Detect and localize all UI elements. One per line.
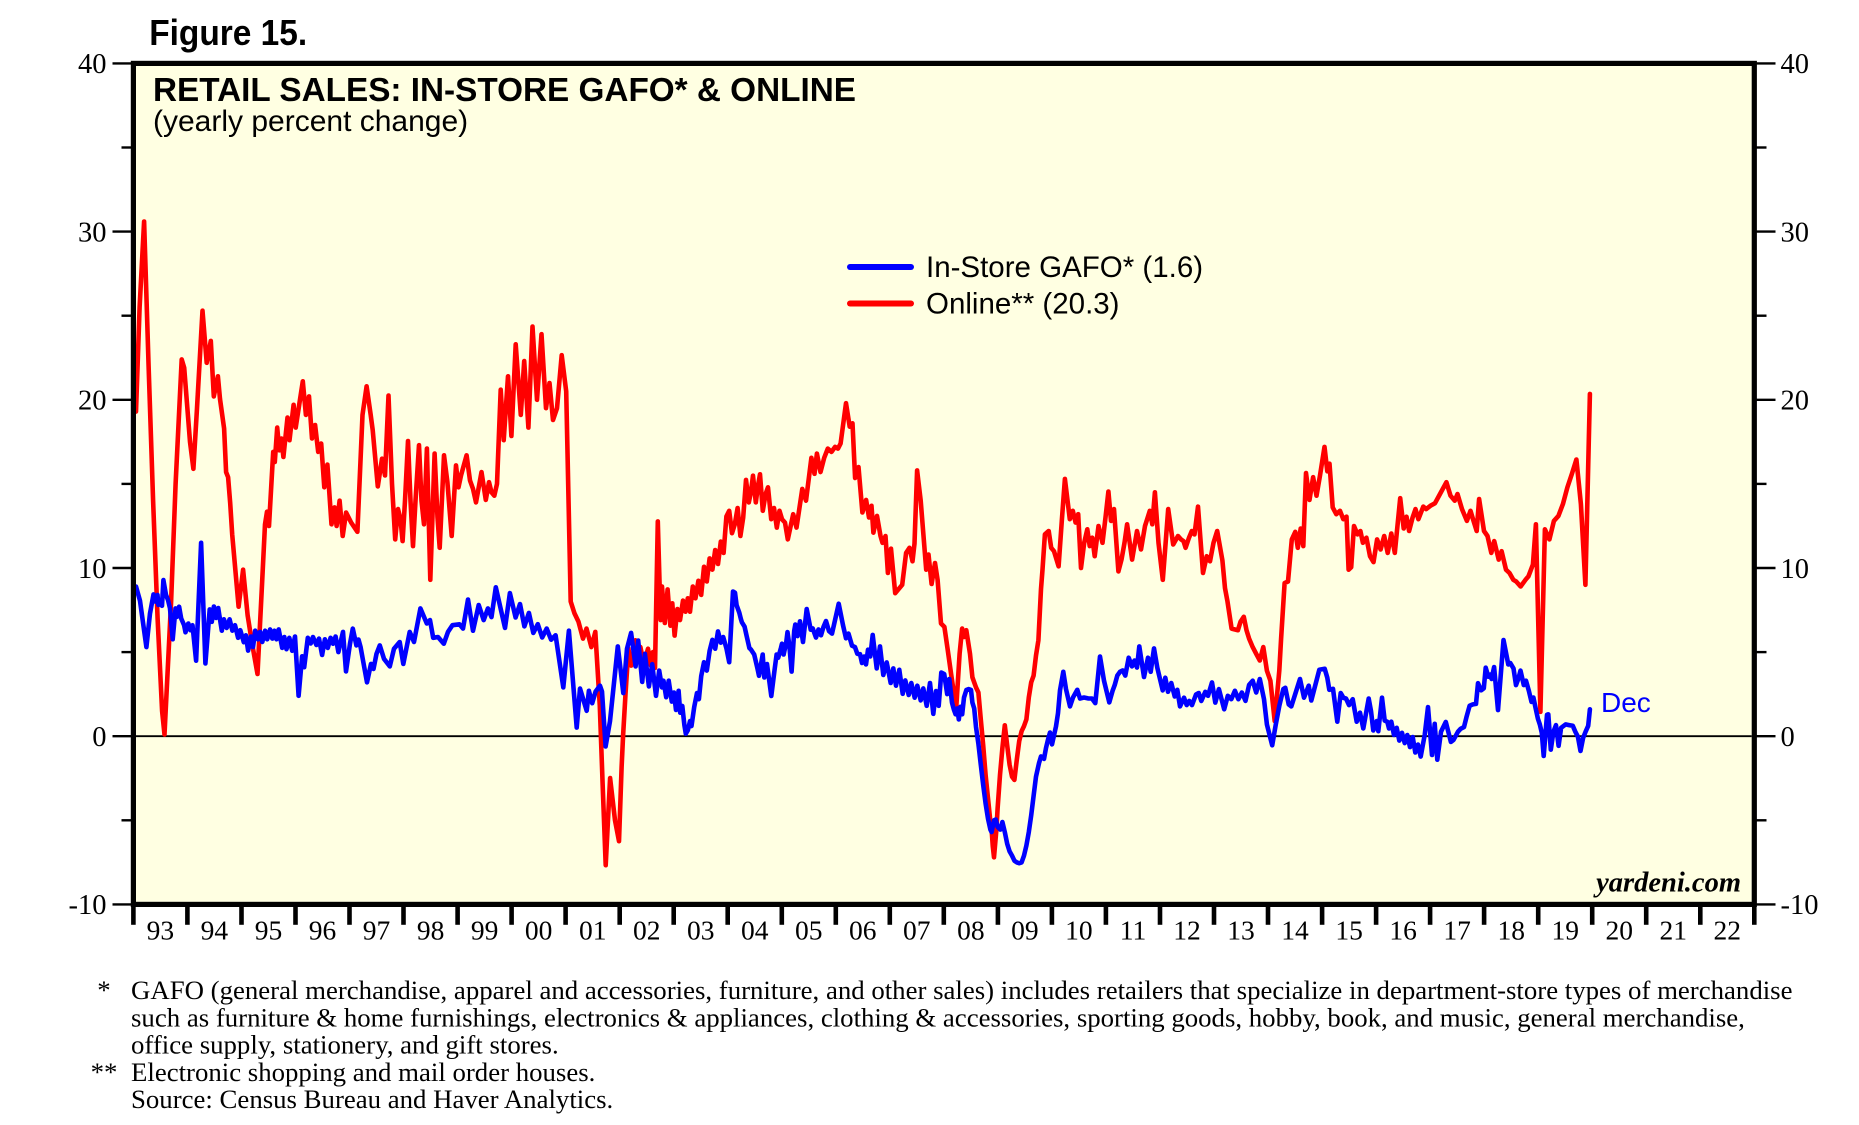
svg-text:Figure 15.: Figure 15.: [149, 12, 307, 53]
svg-text:10: 10: [1065, 915, 1093, 946]
svg-text:02: 02: [633, 915, 661, 946]
svg-text:10: 10: [78, 554, 107, 585]
svg-text:Electronic shopping and mail o: Electronic shopping and mail order house…: [131, 1057, 595, 1087]
svg-text:Source: Census Bureau and Have: Source: Census Bureau and Haver Analytic…: [131, 1084, 613, 1114]
svg-text:11: 11: [1120, 915, 1146, 946]
svg-text:In-Store GAFO* (1.6): In-Store GAFO* (1.6): [926, 251, 1203, 284]
svg-text:22: 22: [1714, 915, 1742, 946]
svg-text:00: 00: [525, 915, 553, 946]
svg-text:office supply, stationery, and: office supply, stationery, and gift stor…: [131, 1030, 559, 1060]
svg-text:20: 20: [1781, 386, 1810, 417]
svg-text:04: 04: [741, 915, 769, 946]
svg-text:GAFO (general merchandise, app: GAFO (general merchandise, apparel and a…: [131, 975, 1793, 1005]
svg-text:14: 14: [1281, 915, 1309, 946]
svg-text:95: 95: [255, 915, 283, 946]
svg-text:0: 0: [1781, 722, 1795, 753]
svg-text:93: 93: [147, 915, 175, 946]
svg-text:19: 19: [1551, 915, 1579, 946]
svg-text:20: 20: [1605, 915, 1633, 946]
svg-text:40: 40: [1781, 49, 1810, 80]
svg-text:09: 09: [1011, 915, 1039, 946]
svg-text:30: 30: [78, 217, 107, 248]
svg-text:40: 40: [78, 49, 107, 80]
svg-text:0: 0: [92, 722, 106, 753]
svg-text:99: 99: [471, 915, 499, 946]
svg-text:17: 17: [1443, 915, 1471, 946]
svg-text:Online** (20.3): Online** (20.3): [926, 288, 1120, 321]
svg-text:**: **: [91, 1057, 118, 1087]
svg-text:such as furniture & home furni: such as furniture & home furnishings, el…: [131, 1002, 1745, 1032]
svg-text:97: 97: [363, 915, 391, 946]
svg-text:Dec: Dec: [1601, 687, 1651, 718]
svg-text:-10: -10: [1781, 890, 1819, 921]
svg-text:RETAIL SALES: IN-STORE GAFO* &: RETAIL SALES: IN-STORE GAFO* & ONLINE: [153, 72, 856, 109]
svg-text:18: 18: [1497, 915, 1525, 946]
svg-text:*: *: [97, 975, 110, 1005]
svg-text:21: 21: [1660, 915, 1688, 946]
svg-text:12: 12: [1173, 915, 1201, 946]
svg-text:20: 20: [78, 386, 107, 417]
svg-text:16: 16: [1389, 915, 1417, 946]
svg-text:98: 98: [417, 915, 445, 946]
svg-text:06: 06: [849, 915, 877, 946]
svg-text:yardeni.com: yardeni.com: [1593, 868, 1741, 899]
svg-text:08: 08: [957, 915, 985, 946]
svg-text:01: 01: [579, 915, 607, 946]
svg-text:15: 15: [1335, 915, 1363, 946]
svg-text:10: 10: [1781, 554, 1810, 585]
svg-text:94: 94: [201, 915, 229, 946]
svg-text:13: 13: [1227, 915, 1255, 946]
svg-text:30: 30: [1781, 217, 1810, 248]
svg-text:03: 03: [687, 915, 715, 946]
svg-text:07: 07: [903, 915, 931, 946]
svg-text:05: 05: [795, 915, 823, 946]
svg-text:(yearly percent change): (yearly percent change): [153, 105, 468, 138]
svg-text:-10: -10: [69, 890, 107, 921]
svg-text:96: 96: [309, 915, 337, 946]
